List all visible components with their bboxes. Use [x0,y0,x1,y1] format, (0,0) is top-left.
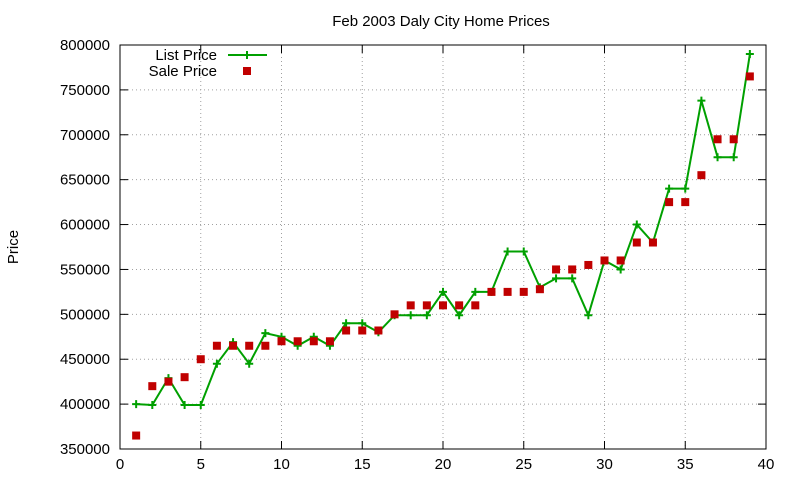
list-price-point [568,274,577,283]
list-price-point [422,311,431,320]
sale-price-point [439,301,447,310]
y-tick-label: 700000 [60,127,110,144]
list-price-point [132,400,141,409]
sale-price-point [616,256,625,265]
axis-ticks: 350000 400000 450000 500000 550000 600000 6500… [60,37,774,473]
x-tick-label: 40 [758,456,775,473]
list-price-point [503,247,512,256]
y-tick-label: 450000 [60,351,110,368]
chart-title: Feb 2003 Daly City Home Prices [332,13,550,30]
list-price-point [729,153,738,162]
list-price-point [439,287,447,296]
sale-price-point [325,337,334,346]
sale-price-point [503,287,512,296]
sale-price-point [148,382,157,391]
series-list-price [132,49,754,410]
list-price-point [358,319,367,328]
list-price-point [471,287,480,296]
sale-price-point [422,301,431,310]
sale-price-point [406,301,415,310]
sale-price-point [584,260,593,269]
sale-price-point [229,341,238,350]
sale-price-point [745,72,754,81]
x-tick-label: 15 [354,456,371,473]
list-price-point [616,265,625,274]
list-price-point [212,359,221,368]
sale-price-point [358,326,367,335]
sale-price-point [212,341,221,350]
series [132,49,754,440]
list-price-point [552,274,561,283]
sale-price-point [390,310,399,319]
sale-price-point [180,373,189,382]
sale-price-point [535,285,544,294]
sale-price-point [487,287,496,296]
sale-price-point [552,265,561,274]
sale-price-point [697,171,706,180]
sale-price-point [455,301,464,310]
list-price-point [665,184,674,193]
x-tick-label: 30 [596,456,613,473]
sale-price-point [342,326,351,335]
list-price-point [180,401,189,410]
sale-price-point [681,198,690,207]
grid [120,45,766,449]
sale-price-point [261,341,270,350]
list-price-point [745,49,754,58]
sale-price-point [568,265,577,274]
sale-price-point [665,198,674,207]
sale-price-point [245,341,254,350]
sale-price-point [471,301,480,310]
sale-price-point [196,355,205,364]
list-price-point [455,311,464,320]
sale-price-point [277,337,286,346]
list-price-point [406,311,415,320]
list-price-point [261,329,270,338]
y-tick-label: 400000 [60,396,110,413]
list-price-point [632,220,641,229]
x-tick-label: 5 [197,456,205,473]
sale-price-point [519,287,528,296]
sale-price-point [632,238,641,247]
y-tick-label: 750000 [60,82,110,99]
legend-label-sale-price: Sale Price [149,63,217,80]
sale-price-point [309,337,318,346]
sale-price-point [293,337,302,346]
list-price-point [342,319,351,328]
y-tick-label: 800000 [60,37,110,54]
sale-price-point [648,238,657,247]
y-tick-label: 350000 [60,441,110,458]
x-tick-label: 25 [515,456,532,473]
sale-price-point [164,377,173,386]
y-tick-label: 550000 [60,261,110,278]
sale-price-point [729,135,738,144]
x-tick-label: 0 [116,456,124,473]
sale-price-point [374,326,383,335]
legend-swatch-sale-price [243,67,251,75]
x-tick-label: 10 [273,456,290,473]
series-sale-price [132,72,754,440]
list-price-point [148,401,157,410]
list-price-point [697,96,706,105]
y-tick-label: 600000 [60,217,110,234]
list-price-point [245,359,254,368]
legend-label-list-price: List Price [155,47,217,64]
y-tick-label: 650000 [60,172,110,189]
list-price-point [196,401,205,410]
list-price-point [519,247,528,256]
legend-marker-list-price [243,51,251,59]
list-price-point [681,184,690,193]
x-tick-label: 20 [435,456,452,473]
sale-price-point [713,135,722,144]
sale-price-point [132,431,141,440]
list-price-point [584,311,593,320]
y-tick-label: 500000 [60,306,110,323]
y-axis-label: Price [5,230,22,264]
x-tick-label: 35 [677,456,694,473]
sale-price-point [600,256,609,265]
list-price-point [713,153,722,162]
